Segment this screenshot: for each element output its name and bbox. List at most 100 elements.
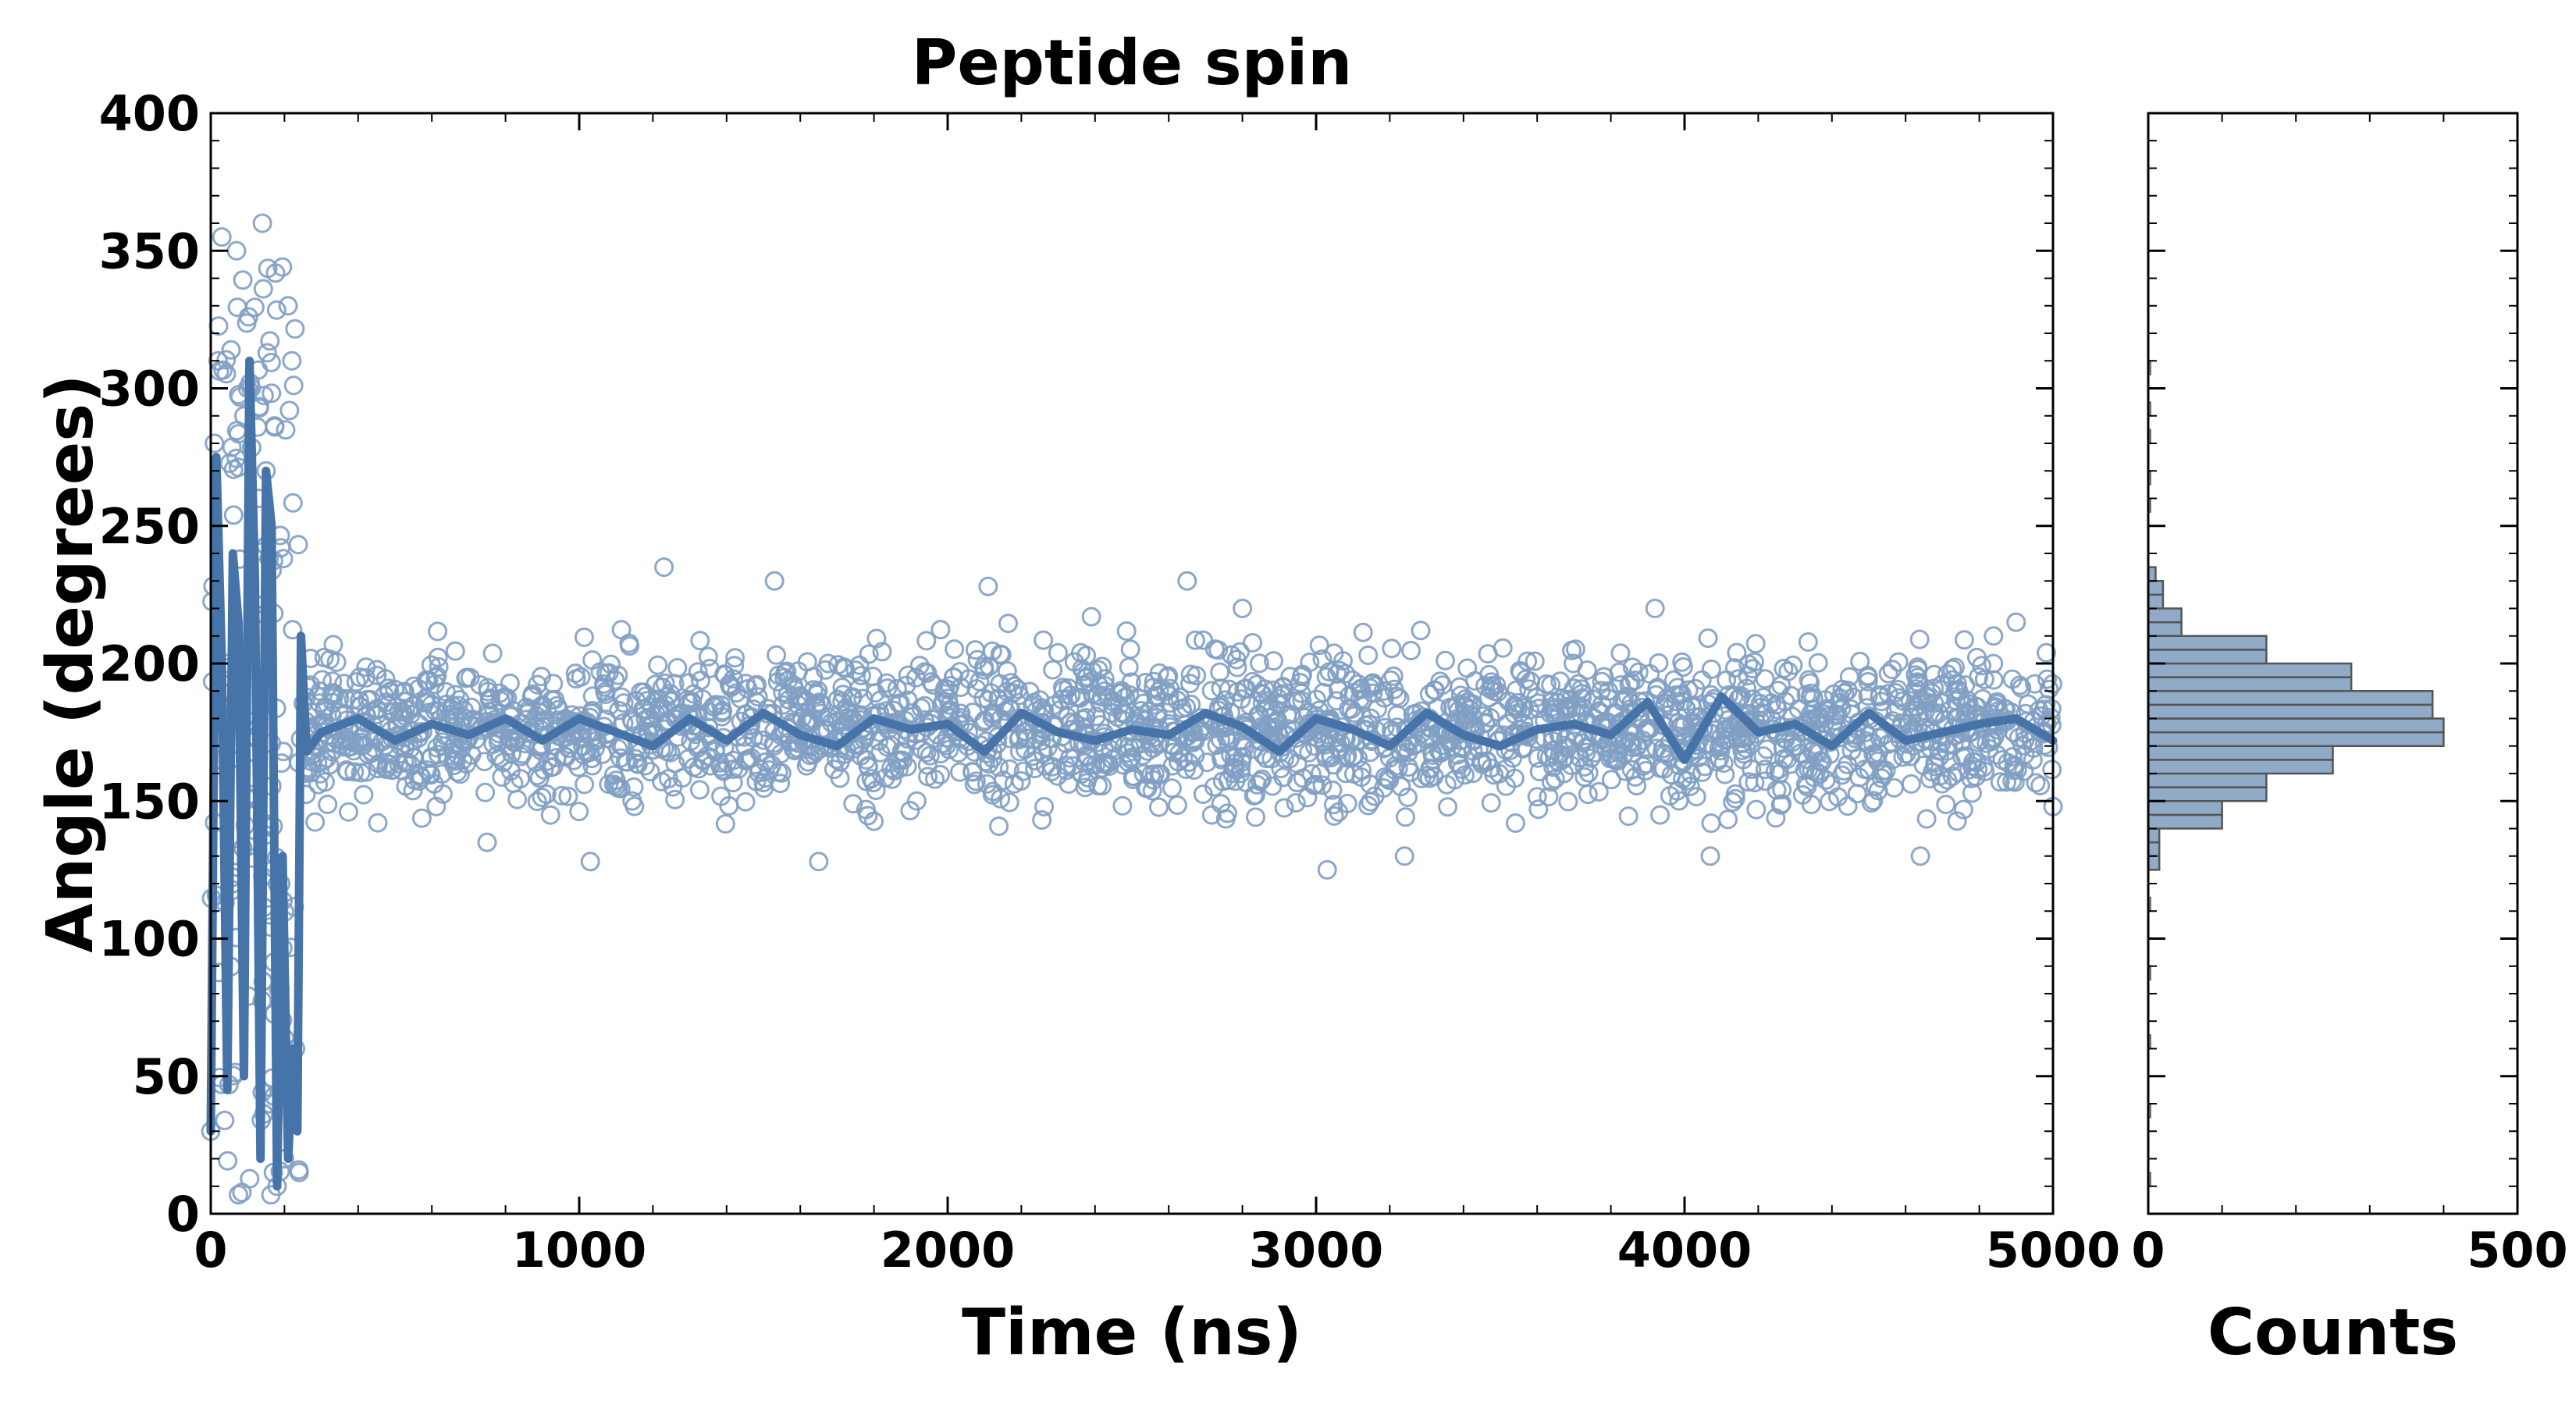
scatter-point: [698, 646, 718, 667]
scatter-point: [323, 635, 343, 655]
scatter-point: [1162, 778, 1182, 799]
scatter-point: [706, 695, 726, 715]
scatter-point: [1438, 797, 1458, 817]
scatter-point: [2037, 642, 2056, 663]
scatter-point: [1820, 700, 1840, 720]
scatter-point: [1130, 688, 1150, 709]
scatter-point: [253, 279, 273, 299]
scatter-point: [218, 1151, 238, 1171]
scatter-point: [705, 742, 725, 762]
histogram-bar: [2147, 855, 2161, 871]
scatter-point: [1250, 653, 1269, 674]
scatter-point: [663, 777, 683, 797]
scatter-point: [1936, 795, 1956, 815]
scatter-point: [1668, 713, 1688, 733]
scatter-point: [266, 300, 286, 320]
scatter-point: [797, 711, 817, 731]
scatter-point: [1251, 683, 1271, 703]
histogram-bar: [2147, 759, 2334, 775]
scatter-point: [500, 673, 520, 693]
scatter-point: [1353, 622, 1373, 642]
scatter-point: [378, 695, 398, 715]
scatter-point: [1670, 685, 1690, 705]
scatter-point: [1830, 688, 1850, 708]
scatter-point: [1144, 671, 1164, 692]
scatter-point: [1645, 599, 1665, 618]
scatter-point: [1478, 644, 1498, 664]
x-tick-label: 3000: [1249, 1222, 1384, 1279]
y-tick-label: 200: [99, 635, 200, 692]
scatter-point: [237, 313, 257, 333]
scatter-point: [1382, 638, 1402, 659]
scatter-point: [657, 742, 678, 762]
scatter-point: [1048, 642, 1068, 663]
scatter-point: [930, 764, 950, 784]
scatter-point: [447, 762, 468, 782]
scatter-point: [649, 698, 670, 718]
scatter-point: [1167, 795, 1187, 815]
scatter-point: [1218, 770, 1238, 791]
scatter-point: [870, 742, 891, 763]
scatter-point: [704, 697, 724, 717]
scatter-point: [1316, 667, 1336, 687]
scatter-point: [1746, 799, 1767, 820]
scatter-point: [1610, 643, 1631, 663]
scatter-point: [1401, 641, 1421, 660]
scatter-point: [322, 683, 343, 703]
scatter-point: [1700, 846, 1720, 866]
scatter-point: [1873, 761, 1893, 781]
scatter-point: [723, 669, 743, 689]
scatter-point: [1766, 808, 1786, 828]
scatter-point: [1931, 692, 1952, 713]
histogram-bar: [2147, 772, 2268, 788]
scatter-point: [310, 681, 330, 702]
scatter-point: [842, 687, 863, 707]
scatter-point: [1164, 742, 1184, 763]
main-axes-ticks: 0 1000 2000 3000 4000 5000 0 50 100 150 200 250 300 3…: [99, 85, 2121, 1279]
scatter-point: [556, 747, 576, 767]
scatter-point: [278, 296, 298, 316]
scatter-point: [2037, 669, 2057, 689]
scatter-point: [654, 557, 674, 578]
scatter-point: [1916, 809, 1937, 829]
scatter-point: [930, 620, 951, 640]
scatter-point: [208, 316, 229, 336]
x-tick-label: 0: [194, 1222, 227, 1279]
scatter-point: [1701, 813, 1721, 834]
scatter-point: [624, 777, 644, 797]
scatter-point: [1264, 651, 1283, 671]
scatter-point: [1614, 688, 1634, 709]
scatter-point: [1032, 698, 1051, 718]
scatter-point: [1299, 742, 1319, 763]
scatter-point: [1417, 766, 1436, 786]
scatter-point: [1528, 748, 1548, 768]
scatter-point: [1411, 621, 1431, 641]
scatter-point: [845, 660, 866, 681]
scatter-point: [512, 744, 532, 764]
scatter-point: [1031, 731, 1051, 751]
scatter-point: [1461, 695, 1482, 715]
hist-x-tick-label: 500: [2467, 1222, 2567, 1279]
scatter-point: [400, 738, 421, 759]
scatter-point: [937, 727, 957, 748]
scatter-point: [260, 331, 280, 351]
y-tick-label: 350: [99, 222, 200, 279]
scatter-point: [482, 643, 503, 663]
scatter-point: [1669, 791, 1689, 811]
scatter-point: [1430, 742, 1450, 763]
scatter-point: [1037, 738, 1058, 758]
scatter-point: [323, 692, 343, 713]
scatter-point: [816, 660, 835, 680]
scatter-point: [428, 621, 448, 642]
scatter-point: [1808, 653, 1828, 673]
scatter-point: [1312, 649, 1332, 669]
scatter-point: [912, 739, 932, 759]
scatter-point: [989, 816, 1009, 836]
scatter-point: [2030, 776, 2051, 795]
scatter-point: [1962, 756, 1982, 776]
histogram-bar: [2147, 649, 2268, 665]
scatter-point: [768, 665, 788, 685]
scatter-point: [1306, 689, 1326, 710]
scatter-point: [688, 662, 708, 682]
scatter-point: [1181, 694, 1201, 714]
